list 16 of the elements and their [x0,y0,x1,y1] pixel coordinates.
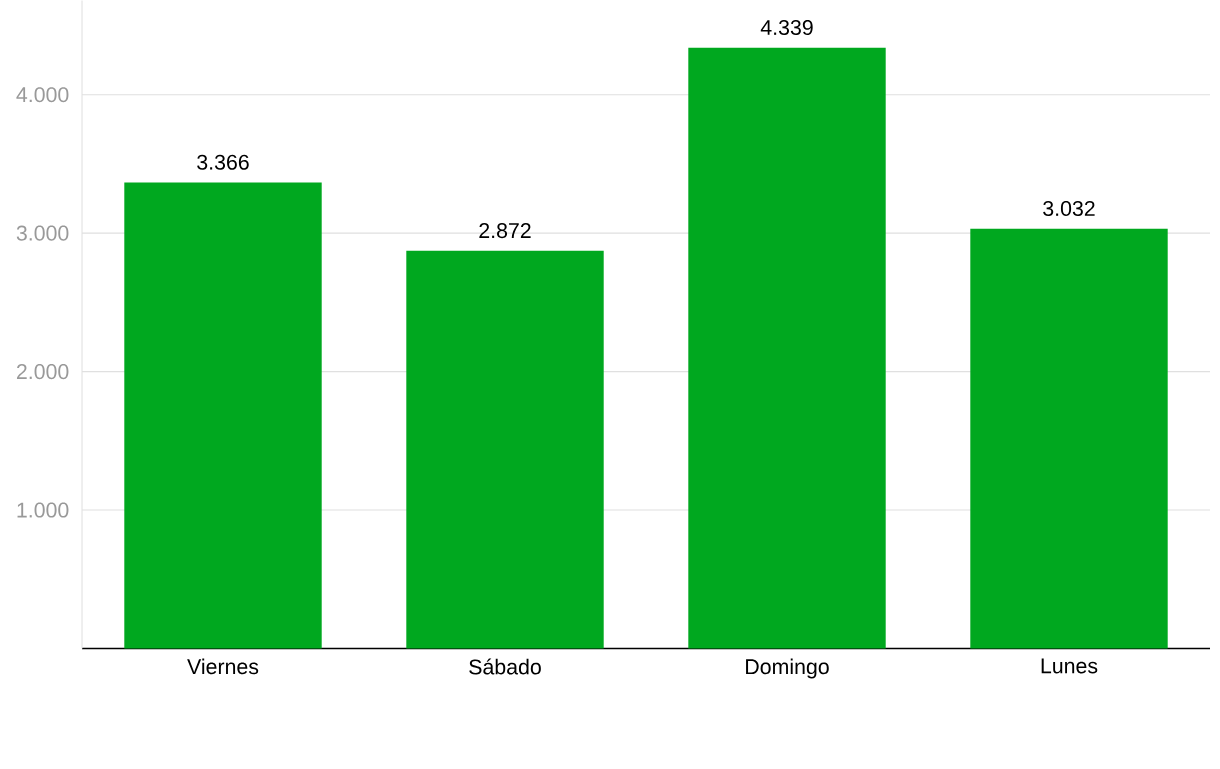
bar [688,47,886,649]
data-label: 3.366 [197,154,249,170]
y-tick-label: 2.000 [16,364,69,380]
y-tick-label: 3.000 [16,225,69,241]
data-label: 2.872 [479,223,531,239]
bar [124,182,322,649]
data-label: 3.032 [1043,201,1095,217]
x-tick-label: Lunes [1041,658,1098,674]
x-tick-label: Viernes [187,658,259,675]
y-tick-label: 4.000 [16,87,69,103]
bar [970,228,1168,649]
y-tick-label: 1.000 [17,502,69,518]
x-tick-label: Sábado [469,658,541,675]
bar [406,251,604,649]
x-tick-label: Domingo [746,658,829,679]
data-label: 4.339 [760,20,813,36]
